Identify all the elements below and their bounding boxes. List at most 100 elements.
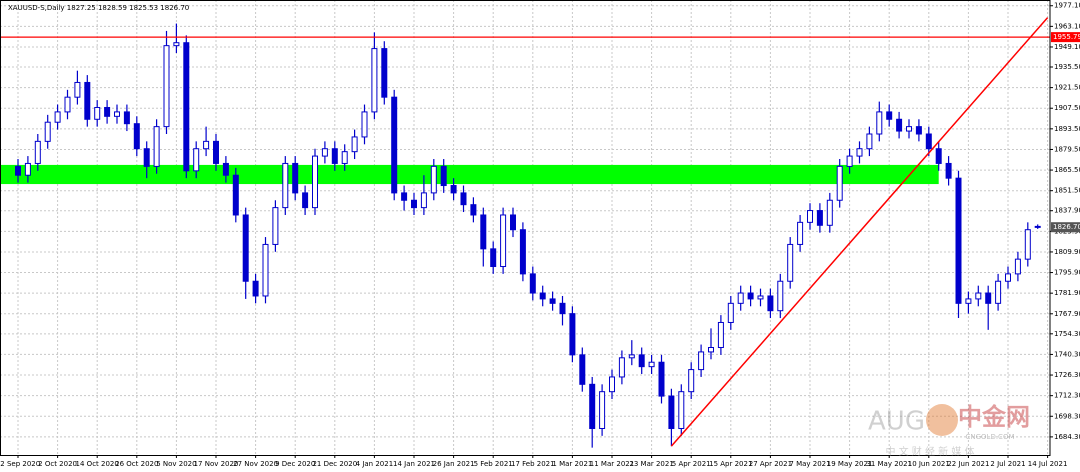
candle-body bbox=[292, 162, 299, 194]
y-tick-label: 1865.50 bbox=[1054, 166, 1080, 174]
candle-body bbox=[381, 48, 388, 98]
candle-body bbox=[599, 391, 606, 429]
x-tick-label: 27 Nov 2020 bbox=[233, 460, 278, 468]
candle-body bbox=[262, 243, 269, 297]
y-tick-label: 1949.10 bbox=[1054, 43, 1080, 51]
candle-body bbox=[638, 354, 645, 368]
y-tick-label: 1935.50 bbox=[1054, 63, 1080, 71]
x-tick-label: 23 Mar 2021 bbox=[629, 460, 673, 468]
candle-body bbox=[955, 177, 962, 304]
candle-body bbox=[411, 199, 417, 209]
candle-body bbox=[331, 148, 338, 164]
x-tick-label: 22 Sep 2020 bbox=[0, 460, 40, 468]
x-tick-label: 15 Apr 2021 bbox=[709, 460, 752, 468]
candle-body bbox=[727, 302, 734, 323]
candle-body bbox=[391, 96, 398, 194]
candle-body bbox=[678, 391, 685, 429]
y-tick-label: 1977.10 bbox=[1054, 2, 1080, 10]
x-tick-label: 5 Feb 2021 bbox=[474, 460, 513, 468]
y-tick-label: 1781.90 bbox=[1054, 289, 1080, 297]
candle-body bbox=[688, 369, 695, 393]
trend-line bbox=[670, 17, 1049, 447]
y-tick-label: 1698.30 bbox=[1054, 412, 1080, 420]
candle-body bbox=[826, 199, 833, 226]
candle-body bbox=[143, 148, 150, 167]
candle-body bbox=[480, 214, 487, 250]
candle-body bbox=[846, 155, 853, 167]
candle-body bbox=[420, 192, 427, 209]
candle-body bbox=[282, 162, 289, 209]
candle-body bbox=[975, 292, 982, 300]
candle-body bbox=[163, 45, 170, 128]
y-tick-label: 1963.10 bbox=[1054, 22, 1080, 30]
candle-body bbox=[876, 111, 883, 135]
candle-body bbox=[816, 210, 823, 226]
candle-body bbox=[193, 148, 200, 172]
x-tick-label: 11 Mar 2021 bbox=[590, 460, 634, 468]
candle-body bbox=[787, 243, 794, 282]
watermark: AUG 中金网 CNGOLD.COM 中 文 财 经 新 媒 体 bbox=[868, 403, 1030, 458]
candle-body bbox=[232, 174, 239, 216]
x-tick-label: 10 Jun 2021 bbox=[908, 460, 950, 468]
x-tick-label: 1 Mar 2021 bbox=[552, 460, 592, 468]
y-tick-label: 1809.90 bbox=[1054, 248, 1080, 256]
candle-body bbox=[24, 162, 31, 176]
candle-body bbox=[133, 123, 140, 150]
candle-body bbox=[312, 155, 318, 209]
candle-body bbox=[104, 106, 111, 117]
candle-body bbox=[440, 165, 447, 187]
candle-body bbox=[757, 295, 764, 300]
x-tick-label: 27 Apr 2021 bbox=[749, 460, 792, 468]
candle-body bbox=[925, 133, 932, 150]
y-tick-label: 1684.30 bbox=[1054, 433, 1080, 441]
y-tick-label: 1921.50 bbox=[1054, 84, 1080, 92]
candle-body bbox=[470, 204, 477, 216]
watermark-site: CNGOLD.COM bbox=[965, 433, 1014, 441]
y-tick-label: 1851.50 bbox=[1054, 187, 1080, 195]
candle-body bbox=[94, 106, 101, 120]
candle-body bbox=[361, 111, 368, 138]
candle-body bbox=[351, 136, 358, 153]
candle-body bbox=[1005, 273, 1011, 282]
y-tick-label: 1879.50 bbox=[1054, 145, 1080, 153]
candle-body bbox=[797, 221, 804, 245]
candle-body bbox=[807, 210, 813, 223]
candle-body bbox=[1014, 258, 1021, 275]
candle-body bbox=[737, 292, 744, 304]
x-tick-label: 14 Oct 2020 bbox=[76, 460, 119, 468]
candle-body bbox=[549, 298, 556, 304]
candle-body bbox=[747, 292, 754, 300]
candle-body bbox=[618, 357, 625, 378]
candle-body bbox=[183, 42, 190, 172]
candle-body bbox=[539, 292, 546, 300]
y-tick-label: 1893.50 bbox=[1054, 125, 1080, 133]
y-tick-label: 1767.90 bbox=[1054, 310, 1080, 318]
current-price-label: 1826.70 bbox=[1053, 223, 1080, 231]
x-tick-label: 2 Oct 2020 bbox=[38, 460, 77, 468]
candle-body bbox=[44, 121, 51, 142]
support-zone bbox=[0, 164, 939, 185]
x-tick-label: 5 Apr 2021 bbox=[672, 460, 711, 468]
watermark-brand: AUG bbox=[868, 407, 925, 437]
y-tick-label: 1712.30 bbox=[1054, 392, 1080, 400]
candle-body bbox=[15, 165, 21, 176]
candle-body bbox=[34, 140, 41, 164]
candle-body bbox=[589, 383, 596, 429]
y-tick-label: 1740.30 bbox=[1054, 350, 1080, 358]
candle-body bbox=[54, 111, 61, 123]
candle-body bbox=[64, 96, 71, 113]
chart-title: XAUUSD-S,Daily 1827.25 1828.59 1825.53 1… bbox=[8, 4, 189, 12]
candle-body bbox=[302, 192, 309, 209]
y-tick-label: 1754.30 bbox=[1054, 330, 1080, 338]
x-tick-label: 26 Oct 2020 bbox=[115, 460, 158, 468]
price-line-label-box bbox=[1051, 32, 1080, 43]
candle-body bbox=[450, 185, 457, 194]
candle-body bbox=[222, 162, 229, 176]
candle-body bbox=[935, 148, 942, 164]
x-tick-label: 19 May 2021 bbox=[827, 460, 873, 468]
candle-body bbox=[252, 280, 259, 297]
candle-body bbox=[430, 165, 437, 194]
candle-body bbox=[559, 302, 566, 315]
candle-body bbox=[371, 48, 378, 113]
